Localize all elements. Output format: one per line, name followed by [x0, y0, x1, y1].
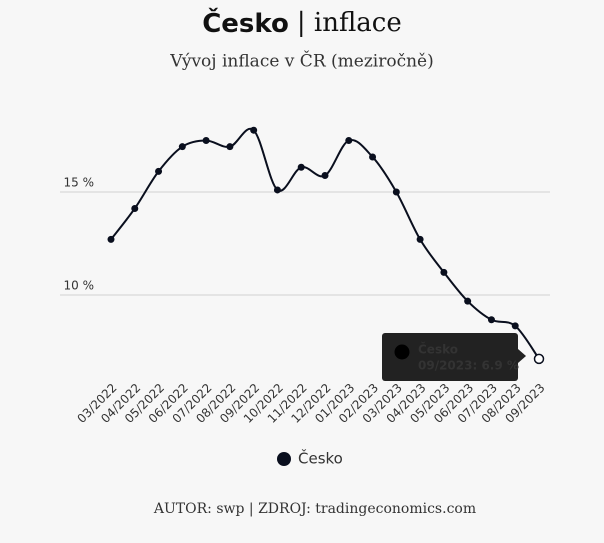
point	[416, 235, 424, 243]
footer: AUTOR: swp | ZDROJ: tradingeconomics.com	[153, 501, 476, 517]
point	[511, 322, 519, 330]
point	[321, 172, 329, 180]
tooltip-text: 09/2023: 6.9 %	[418, 359, 519, 373]
chart-title-suffix: | inflace	[297, 8, 402, 38]
point	[297, 163, 305, 171]
tooltip-title: Česko	[418, 342, 458, 357]
chart-subtitle: Vývoj inflace v ČR (meziročně)	[169, 51, 434, 72]
legend-label: Česko	[298, 449, 343, 468]
y-tick-label: 10 %	[64, 279, 95, 293]
point	[107, 235, 115, 243]
tooltip-box	[382, 333, 518, 381]
point	[533, 353, 545, 365]
point	[226, 143, 234, 151]
y-tick-label: 15 %	[64, 176, 95, 190]
point	[131, 204, 139, 212]
point	[202, 137, 210, 144]
point	[440, 268, 448, 276]
tooltip: Česko 09/2023: 6.9 %	[382, 333, 526, 381]
point	[155, 167, 163, 175]
point	[487, 316, 495, 324]
point	[392, 188, 400, 196]
legend-marker	[277, 452, 291, 466]
tooltip-arrow	[518, 349, 526, 363]
point	[178, 143, 186, 151]
point	[273, 186, 281, 194]
point	[345, 137, 353, 144]
line	[110, 127, 540, 360]
point	[250, 126, 258, 134]
chart-title: Česko | inflace	[202, 7, 402, 39]
tooltip-marker	[394, 344, 410, 360]
chart-title-main: Česko	[202, 7, 289, 39]
point	[369, 153, 377, 161]
point	[464, 297, 472, 305]
